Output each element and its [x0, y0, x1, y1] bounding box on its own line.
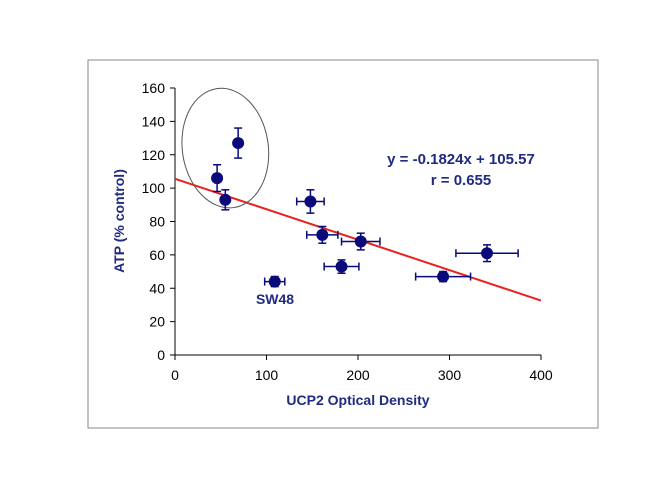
y-tick-label: 40: [149, 280, 165, 296]
data-point-group: [263, 275, 286, 288]
data-point-group: [211, 164, 224, 193]
data-point: [316, 228, 329, 241]
sw48-label: SW48: [256, 291, 294, 307]
y-tick-label: 120: [142, 147, 166, 163]
r-label: r = 0.655: [431, 172, 491, 189]
data-point: [354, 235, 367, 248]
data-point-group: [340, 232, 381, 251]
data-point-group: [455, 244, 519, 263]
x-tick-label: 0: [171, 367, 179, 383]
y-tick-label: 60: [149, 247, 165, 263]
x-tick-label: 400: [529, 367, 553, 383]
y-tick-label: 0: [157, 347, 165, 363]
y-tick-label: 160: [142, 80, 166, 96]
x-tick-label: 200: [346, 367, 370, 383]
data-point-group: [306, 225, 339, 244]
highlight-ellipse: [181, 87, 270, 209]
data-point-group: [323, 259, 360, 274]
y-tick-label: 140: [142, 113, 166, 129]
y-tick-label: 100: [142, 180, 166, 196]
data-point: [481, 247, 494, 260]
data-point-group: [219, 189, 232, 211]
data-point: [437, 270, 450, 283]
data-point-group: [295, 189, 325, 214]
data-point-group: [414, 270, 472, 283]
data-point: [335, 260, 348, 273]
equation-label: y = -0.1824x + 105.57: [387, 151, 535, 168]
data-point: [304, 195, 317, 208]
y-tick-label: 20: [149, 314, 165, 330]
y-axis-label: ATP (% control): [111, 169, 127, 273]
y-tick-label: 80: [149, 214, 165, 230]
data-point: [219, 193, 232, 206]
x-tick-label: 300: [438, 367, 462, 383]
data-point: [268, 275, 281, 288]
x-tick-label: 100: [255, 367, 279, 383]
x-axis-label: UCP2 Optical Density: [286, 392, 429, 408]
data-point: [232, 137, 245, 150]
data-point: [211, 172, 224, 185]
data-point-group: [232, 127, 245, 159]
